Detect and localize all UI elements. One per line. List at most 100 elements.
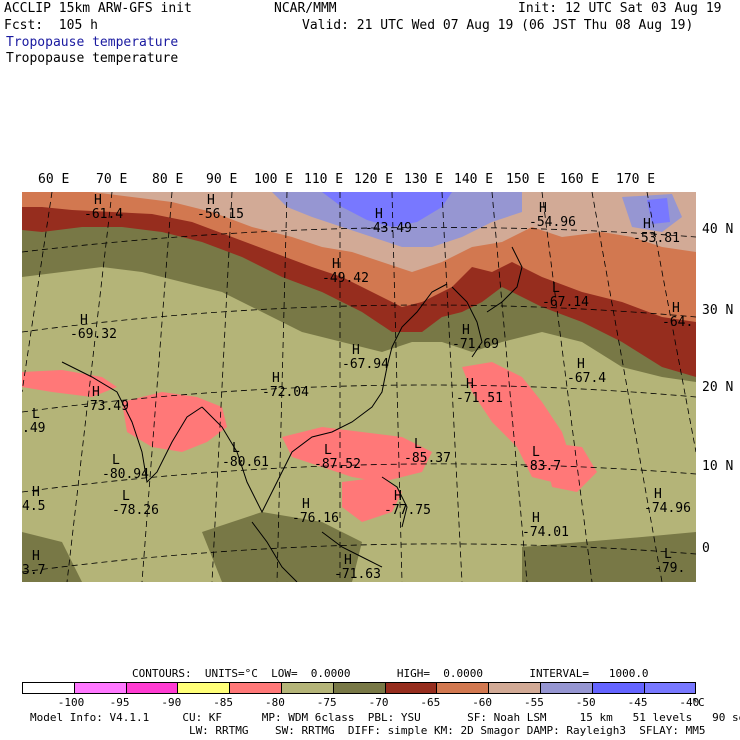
pressure-center-value: -71.51 bbox=[456, 391, 503, 406]
pressure-center-type: H bbox=[577, 357, 585, 372]
field-title-secondary: Tropopause temperature bbox=[6, 51, 179, 66]
pressure-center-type: H bbox=[672, 301, 680, 316]
pressure-center-type: H bbox=[394, 489, 402, 504]
zone-pink-wpac2 bbox=[542, 442, 597, 492]
model-info-line2: LW: RRTMG SW: RRTMG DIFF: simple KM: 2D … bbox=[30, 724, 706, 737]
zone-olive-south bbox=[202, 512, 362, 582]
pressure-center-type: H bbox=[94, 193, 102, 208]
pressure-center-value: -83.7 bbox=[522, 459, 561, 474]
lon-label-110e: 110 E bbox=[304, 172, 344, 187]
colorbar-swatch bbox=[177, 682, 231, 694]
tropopause-temperature-map: H-61.4H-56.15 H-43.49H-49.42H-54.96 H-53.8… bbox=[22, 192, 696, 582]
lon-label-130e: 130 E bbox=[404, 172, 444, 187]
colorbar-tick-label: -80 bbox=[265, 696, 285, 709]
valid-time: Valid: 21 UTC Wed 07 Aug 19 (06 JST Thu … bbox=[302, 18, 694, 33]
pressure-center-value: -78.26 bbox=[112, 503, 159, 518]
pressure-center-type: L bbox=[232, 441, 240, 456]
pressure-center-value: -77.75 bbox=[384, 503, 431, 518]
colorbar-tick-label: -55 bbox=[524, 696, 544, 709]
pressure-center-value: -79. bbox=[654, 561, 685, 576]
lat-label-20n: 20 N bbox=[702, 380, 734, 395]
pressure-center-type: L bbox=[324, 443, 332, 458]
colorbar-tick-label: -65 bbox=[420, 696, 441, 709]
lon-label-170e: 170 E bbox=[616, 172, 656, 187]
colorbar-unit: °C bbox=[691, 696, 705, 709]
org-label: NCAR/MMM bbox=[274, 1, 337, 16]
colorbar-tick-label: -45 bbox=[627, 696, 648, 709]
pressure-center-type: H bbox=[92, 385, 100, 400]
model-title: ACCLIP 15km ARW-GFS init bbox=[4, 1, 192, 16]
colorbar-swatch bbox=[488, 682, 541, 694]
pressure-center-type: H bbox=[375, 207, 383, 222]
pressure-center-type: L bbox=[122, 489, 130, 504]
pressure-center-type: H bbox=[207, 193, 215, 208]
colorbar-swatch bbox=[540, 682, 593, 694]
lat-label-30n: 30 N bbox=[702, 303, 734, 318]
colorbar-swatch bbox=[591, 682, 645, 694]
colorbar-swatch bbox=[229, 682, 282, 694]
zone-pink-bengal bbox=[22, 370, 117, 397]
pressure-center-value: 4.5 bbox=[22, 499, 45, 514]
colorbar-tick-label: -100 bbox=[57, 696, 85, 709]
model-info-line1: Model Info: V4.1.1 CU: KF MP: WDM 6class… bbox=[30, 711, 740, 724]
pressure-center-type: H bbox=[462, 323, 470, 338]
colorbar-swatch bbox=[125, 682, 179, 694]
pressure-center-type: H bbox=[32, 485, 40, 500]
pressure-center-value: -67.4 bbox=[567, 371, 606, 386]
pressure-center-value: -43.49 bbox=[365, 221, 412, 236]
pressure-center-type: L bbox=[532, 445, 540, 460]
lon-label-120e: 120 E bbox=[354, 172, 394, 187]
coastlines bbox=[61, 246, 523, 582]
pressure-center-value: -74.96 bbox=[644, 501, 691, 516]
pressure-center-value: -67.94 bbox=[342, 357, 389, 372]
zone-pink-phil bbox=[342, 477, 402, 522]
pressure-centers: H-61.4H-56.15 H-43.49H-49.42H-54.96 H-53.8… bbox=[22, 193, 693, 582]
colorbar-swatch bbox=[73, 682, 127, 694]
zone-blue bbox=[322, 192, 452, 227]
pressure-center-value: -64. bbox=[662, 315, 693, 330]
colorbar-swatch bbox=[332, 682, 386, 694]
pressure-center-value: -73.49 bbox=[82, 399, 129, 414]
pressure-center-type: H bbox=[80, 313, 88, 328]
lat-label-40n: 40 N bbox=[702, 222, 734, 237]
lon-label-160e: 160 E bbox=[560, 172, 600, 187]
field-title-primary: Tropopause temperature bbox=[6, 35, 179, 50]
init-time: Init: 12 UTC Sat 03 Aug 19 bbox=[518, 1, 722, 16]
pressure-center-type: L bbox=[112, 453, 120, 468]
pressure-center-type: H bbox=[643, 217, 651, 232]
pressure-center-type: L bbox=[664, 547, 672, 562]
colorbar-swatch bbox=[384, 682, 438, 694]
zone-pink-india bbox=[122, 392, 227, 452]
pressure-center-type: H bbox=[532, 511, 540, 526]
pressure-center-value: -67.14 bbox=[542, 295, 589, 310]
pressure-center-value: -69.32 bbox=[70, 327, 117, 342]
pressure-center-type: H bbox=[352, 343, 360, 358]
pressure-center-value: -56.15 bbox=[197, 207, 244, 222]
pressure-center-type: H bbox=[302, 497, 310, 512]
lat-label-10n: 10 N bbox=[702, 459, 734, 474]
lon-label-90e: 90 E bbox=[206, 172, 238, 187]
pressure-center-type: H bbox=[332, 257, 340, 272]
lon-label-140e: 140 E bbox=[454, 172, 494, 187]
pressure-center-value: -80.61 bbox=[222, 455, 269, 470]
zone-olive-sw bbox=[22, 532, 82, 582]
colorbar-tick-label: -95 bbox=[109, 696, 130, 709]
pressure-center-value: 3.7 bbox=[22, 563, 45, 578]
contours-info: CONTOURS: UNITS=°C LOW= 0.0000 HIGH= 0.0… bbox=[132, 667, 649, 680]
zone-blue-east bbox=[647, 198, 670, 224]
pressure-center-value: .49 bbox=[22, 421, 45, 436]
colorbar-tick-label: -50 bbox=[575, 696, 596, 709]
lon-label-60e: 60 E bbox=[38, 172, 70, 187]
pressure-center-value: -71.63 bbox=[334, 567, 381, 582]
colorbar-tick-label: -85 bbox=[213, 696, 234, 709]
pressure-center-type: H bbox=[272, 371, 280, 386]
pressure-center-type: H bbox=[344, 553, 352, 568]
pressure-center-value: -76.16 bbox=[292, 511, 339, 526]
pressure-center-type: H bbox=[654, 487, 662, 502]
colorbar-tick-label: -40 bbox=[679, 696, 700, 709]
colorbar-tick-label: -75 bbox=[316, 696, 337, 709]
pressure-center-value: -74.01 bbox=[522, 525, 569, 540]
pressure-center-type: L bbox=[414, 437, 422, 452]
pressure-center-type: L bbox=[32, 407, 40, 422]
pressure-center-value: -71.69 bbox=[452, 337, 499, 352]
